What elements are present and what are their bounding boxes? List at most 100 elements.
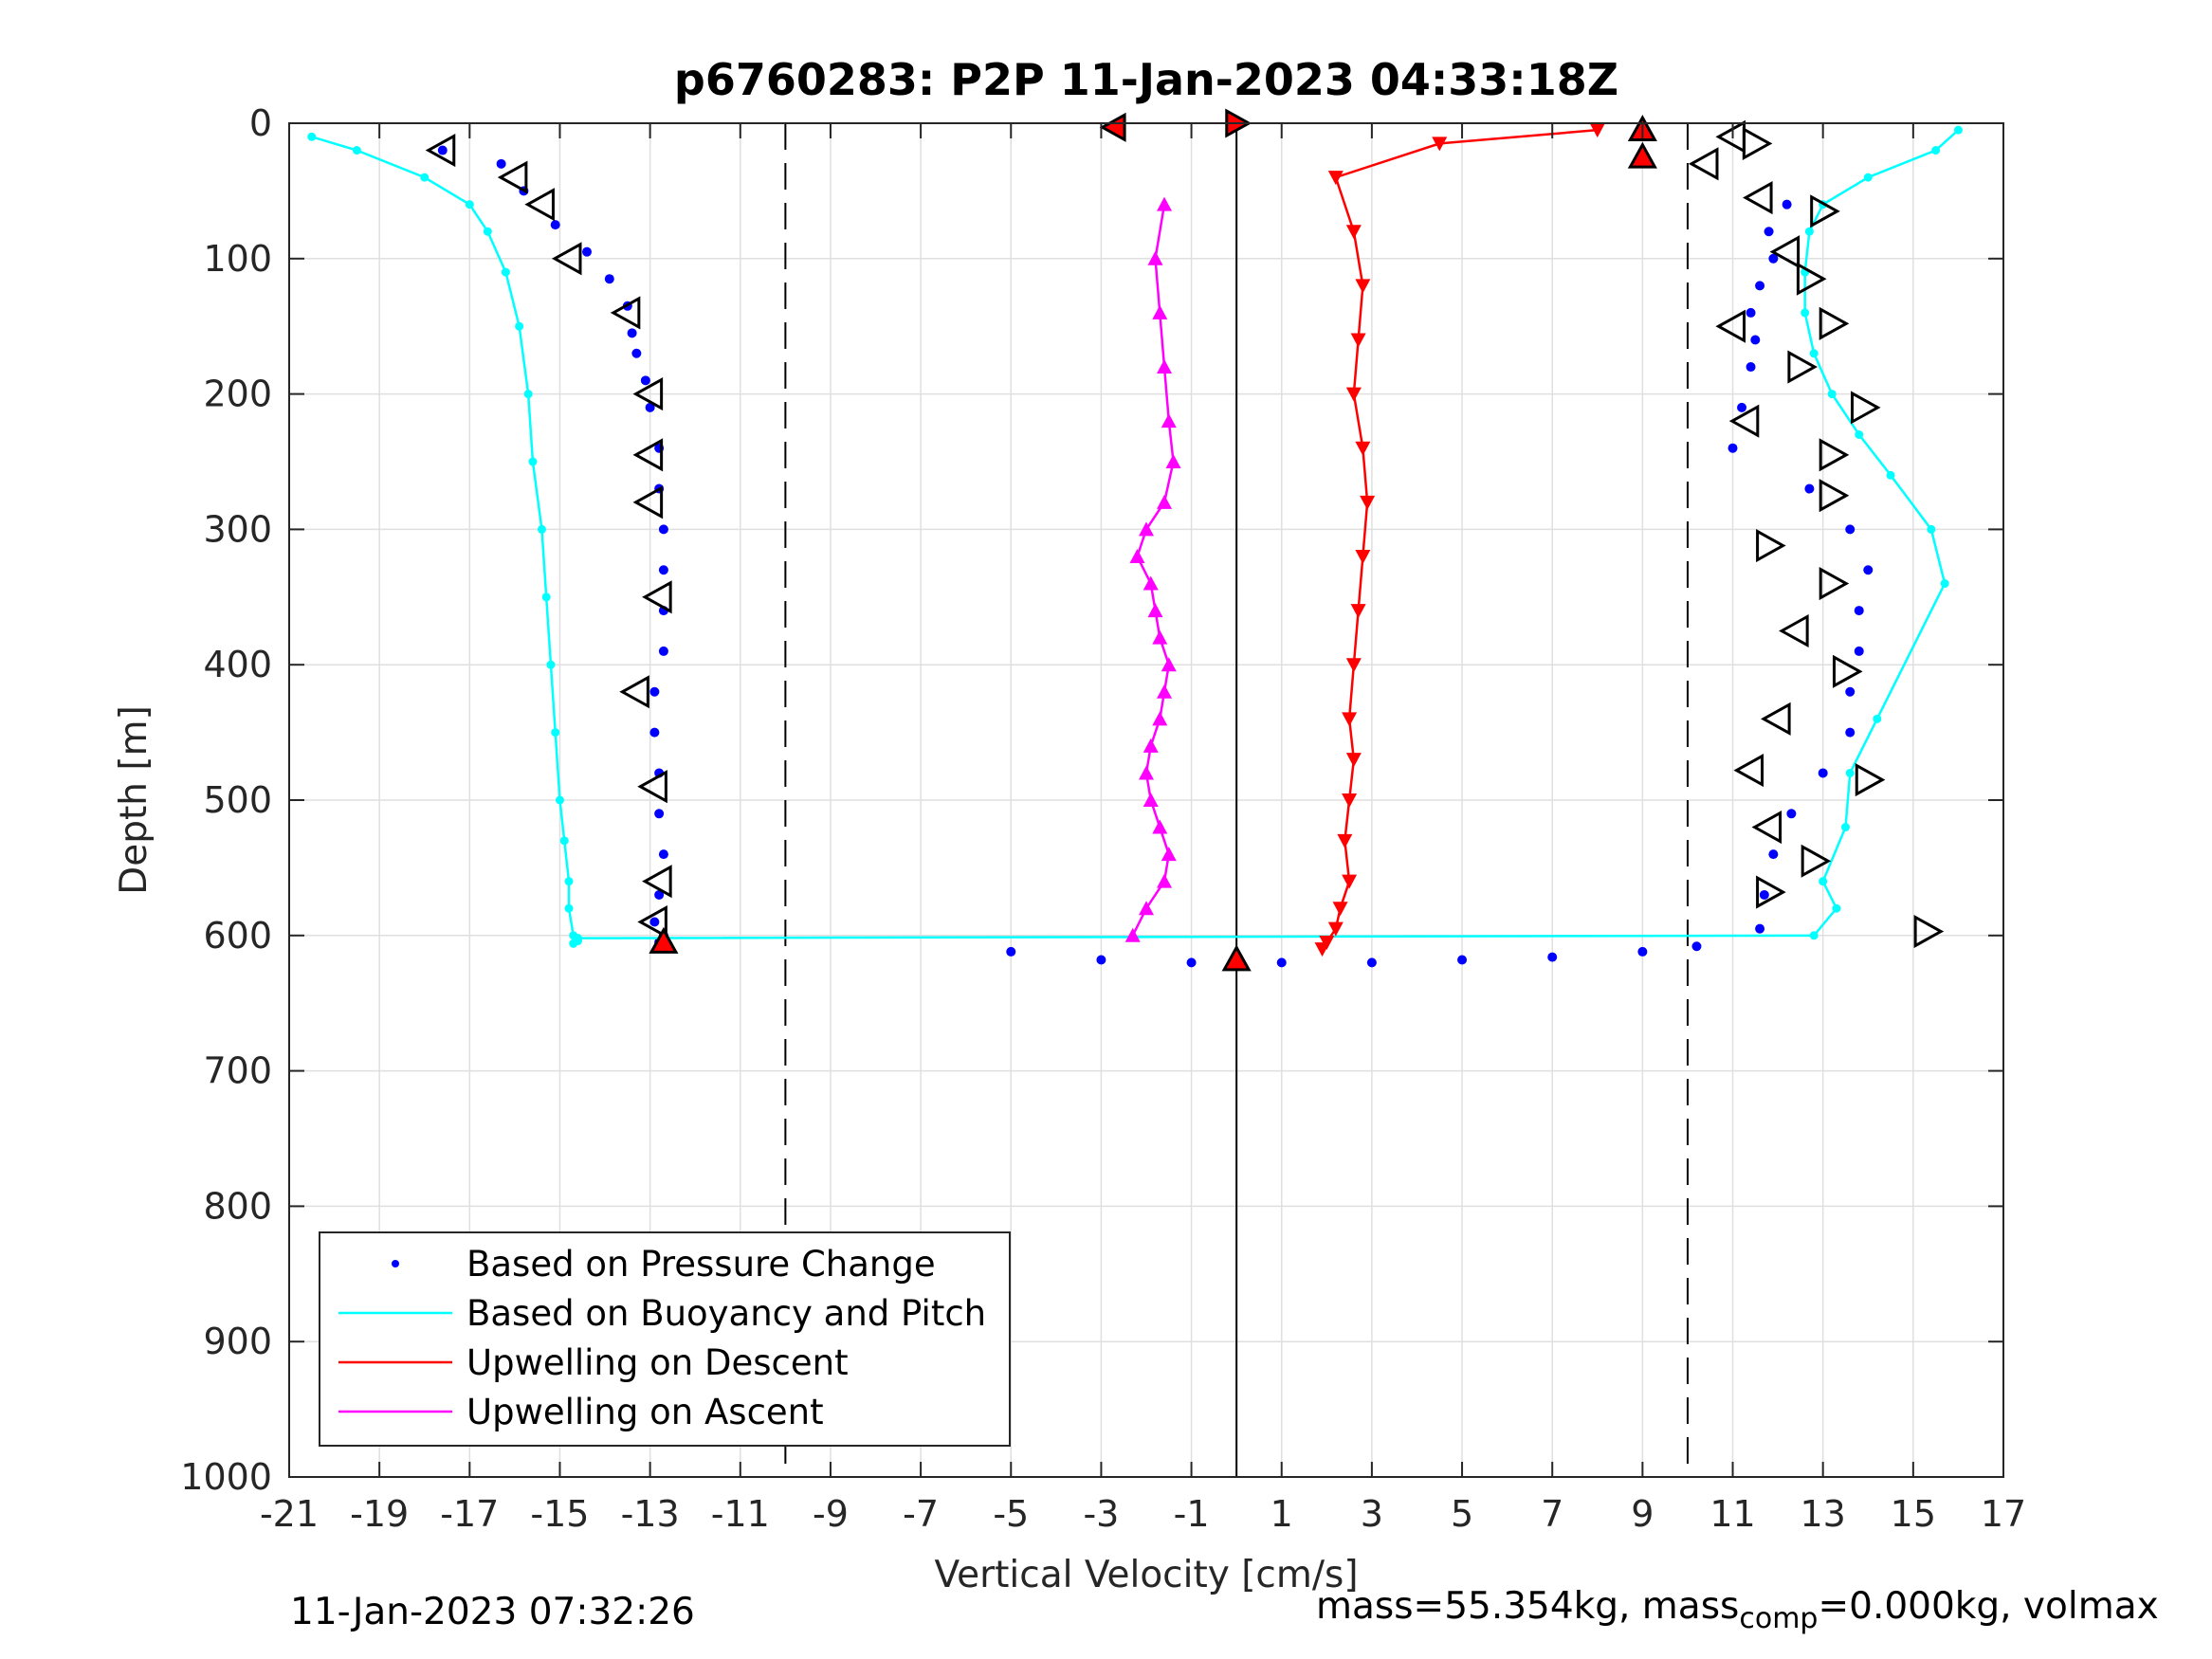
turn-marker [1715, 309, 1746, 343]
pressure-change-point [649, 917, 660, 927]
x-tick-label: -3 [1083, 1493, 1119, 1535]
x-tick-label: -11 [711, 1493, 770, 1535]
surface-marker [1221, 944, 1252, 972]
buoyancy-point [1819, 877, 1828, 886]
descent-point [1355, 441, 1371, 456]
pressure-change-point [1804, 483, 1815, 494]
turn-marker [619, 675, 649, 709]
ascent-point [1152, 304, 1168, 319]
turn-marker [632, 438, 664, 472]
turn-marker [1733, 754, 1764, 788]
pressure-change-point [1764, 227, 1774, 237]
buoyancy-point [523, 390, 533, 399]
buoyancy-point [465, 200, 474, 210]
turn-marker [642, 865, 672, 899]
pressure-change-point [658, 646, 668, 656]
pressure-change-point [1737, 402, 1747, 412]
descent-point [1350, 604, 1366, 619]
x-tick-label: 1 [1271, 1493, 1293, 1535]
y-tick-label: 500 [203, 779, 272, 821]
descent-point [1337, 833, 1353, 848]
buoyancy-point [1953, 125, 1963, 135]
buoyancy-point [1855, 429, 1864, 439]
x-tick-label: 7 [1541, 1493, 1563, 1535]
x-tick-label: -19 [350, 1493, 409, 1535]
legend: Based on Pressure Change Based on Buoyanc… [319, 1231, 1011, 1447]
pressure-change-point [631, 348, 642, 358]
pressure-change-point [1366, 957, 1377, 968]
ascent-point [1143, 738, 1159, 753]
axis-ticks: -21 -19 -17 -15 -13 -11 -9 -7 -5 -3 -1 1 3 5 7 9 11 13 15 1… [180, 102, 2026, 1535]
y-tick-label: 800 [203, 1185, 272, 1227]
turn-marker [1756, 875, 1786, 909]
descent-point [1345, 225, 1362, 240]
buoyancy-point [1873, 714, 1882, 723]
x-tick-label: 5 [1451, 1493, 1473, 1535]
pressure-change-point [1782, 199, 1792, 210]
ascent-point [1139, 901, 1154, 916]
buoyancy-point [483, 227, 492, 236]
descent-point [1342, 712, 1358, 727]
mass-text-prefix: mass=55.354kg, mass [1316, 1585, 1740, 1628]
buoyancy-point [537, 524, 546, 534]
descent-point [1355, 549, 1371, 564]
x-axis-label: Vertical Velocity [cm/s] [934, 1554, 1358, 1596]
descent-point [1355, 279, 1371, 294]
pressure-change-point [640, 375, 650, 386]
pressure-change-point [649, 686, 660, 697]
x-tick-label: -5 [993, 1493, 1029, 1535]
buoyancy-point [1804, 227, 1814, 236]
buoyancy-point [551, 728, 560, 738]
pressure-change-point [1186, 957, 1197, 968]
y-tick-label: 100 [203, 238, 272, 280]
x-tick-label: 15 [1891, 1493, 1936, 1535]
x-tick-label: -7 [903, 1493, 939, 1535]
turn-marker [524, 188, 555, 222]
mass-text-suffix: =0.000kg, volmax [1818, 1585, 2159, 1628]
ascent-point [1152, 819, 1168, 834]
turn-marker [632, 485, 664, 520]
x-tick-label: -9 [813, 1493, 849, 1535]
turn-marker [1810, 194, 1840, 228]
pressure-change-point [582, 246, 593, 257]
ascent-point [1147, 603, 1163, 618]
ascent-point [1157, 873, 1173, 888]
pressure-change-point [1863, 565, 1874, 575]
legend-swatch [392, 1260, 399, 1267]
turn-marker [610, 296, 641, 330]
turn-marker [1751, 811, 1782, 845]
ascent-point [1152, 629, 1168, 645]
pressure-change-point [1755, 281, 1765, 291]
buoyancy-point [541, 592, 551, 602]
pressure-change-point [658, 849, 668, 860]
ascent-point [1139, 765, 1154, 780]
turn-marker [1796, 262, 1827, 296]
turn-marker [1801, 844, 1832, 878]
turn-marker [1855, 763, 1886, 797]
ascent-point [1157, 196, 1173, 211]
turn-marker [1779, 613, 1809, 648]
x-tick-label: -17 [440, 1493, 499, 1535]
pressure-change-point [1818, 768, 1828, 778]
buoyancy-point [1863, 173, 1873, 182]
pressure-change-point [1845, 727, 1856, 738]
pressure-change-point [1845, 686, 1856, 697]
buoyancy-point [546, 660, 556, 669]
ascent-point [1157, 359, 1173, 374]
turn-marker [1688, 147, 1719, 181]
buoyancy-point [574, 934, 583, 943]
pressure-change-point [654, 809, 665, 819]
pressure-change-point [1755, 923, 1765, 934]
buoyancy-point [515, 321, 524, 331]
x-tick-label: 3 [1361, 1493, 1383, 1535]
legend-label: Based on Pressure Change [466, 1244, 936, 1285]
pressure-change-point [1854, 646, 1864, 656]
turn-marker [1851, 391, 1881, 425]
buoyancy-point [564, 877, 574, 886]
buoyancy-point [1931, 146, 1941, 155]
pressure-change-point [627, 328, 637, 338]
descent-point [1314, 942, 1330, 957]
buoyancy-point [1809, 349, 1819, 358]
ascent-point [1143, 575, 1159, 591]
